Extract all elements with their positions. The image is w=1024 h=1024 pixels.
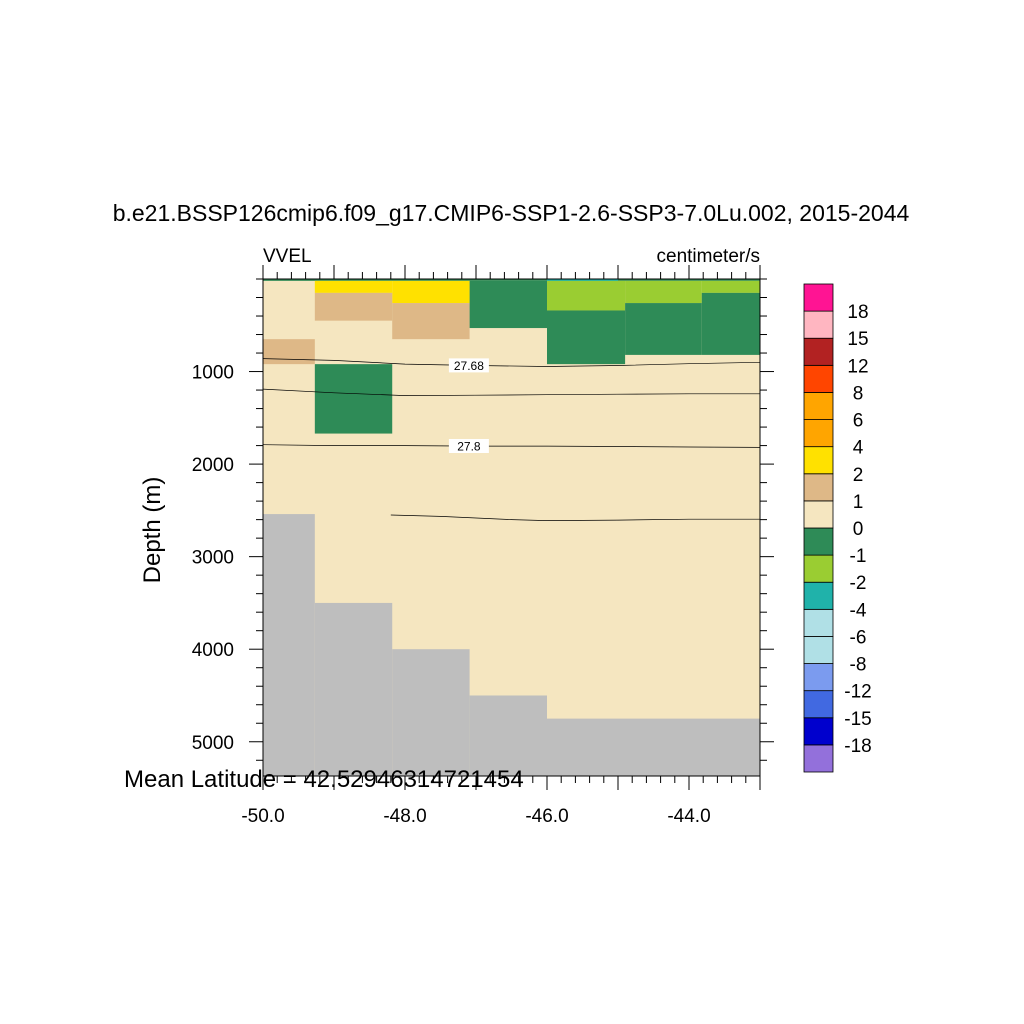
y-tick-label: 2000 [192, 455, 234, 476]
contour-line [390, 514, 760, 521]
contour-label-box [448, 358, 489, 373]
chart-title: b.e21.BSSP126cmip6.f09_g17.CMIP6-SSP1-2.… [113, 200, 910, 226]
land-mask-cell [263, 514, 315, 776]
colorbar-label: -8 [850, 655, 867, 676]
velocity-cell [547, 280, 626, 311]
mean-latitude-annotation: Mean Latitude = 42.52946314721454 [124, 766, 524, 793]
y-tick-label: 3000 [192, 548, 234, 569]
colorbar-label: 8 [853, 383, 864, 404]
colorbar-swatch [803, 500, 834, 529]
plot-frame [262, 278, 761, 777]
land-mask-cell [469, 695, 547, 776]
contour-line [262, 388, 760, 396]
colorbar-swatch [803, 527, 834, 556]
colorbar-swatch [803, 636, 834, 664]
colorbar-swatch [803, 446, 834, 475]
velocity-cell [392, 303, 470, 340]
colorbar-label: -15 [844, 709, 871, 730]
x-tick-labels: -50.0 -48.0 -46.0 -44.0 [241, 806, 710, 827]
colorbar-swatch [803, 337, 834, 366]
variable-label: VVEL [263, 246, 312, 267]
velocity-cell [701, 280, 760, 293]
y-tick-label: 1000 [192, 363, 234, 384]
contour-label: 27.68 [454, 359, 484, 373]
contour-label: 27.8 [457, 440, 481, 454]
velocity-cell [547, 279, 618, 282]
colorbar-label: -6 [850, 627, 867, 648]
colorbar-label: -1 [850, 546, 867, 567]
velocity-cell [625, 303, 702, 355]
contour-label-box [448, 439, 489, 454]
colorbar-swatch [803, 663, 834, 692]
colorbar-swatch [803, 473, 834, 502]
contour-line [262, 358, 761, 367]
colorbar-swatch [803, 690, 834, 719]
x-tick-label: -46.0 [525, 806, 568, 827]
colorbar-swatch [803, 364, 834, 393]
colorbar-swatch [803, 554, 834, 583]
units-label: centimeter/s [657, 246, 760, 267]
colorbar-label: -12 [844, 682, 871, 703]
contour-line [262, 444, 761, 448]
velocity-cell [314, 364, 393, 434]
colorbar-label: 4 [853, 438, 864, 459]
colorbar-label: 15 [847, 329, 868, 350]
velocity-cell [701, 292, 760, 355]
colorbar-label: 2 [853, 465, 864, 486]
colorbar-swatch [803, 744, 834, 773]
velocity-cell [625, 280, 702, 304]
colorbar-label: 6 [853, 411, 864, 432]
land-mask-cell [314, 602, 393, 776]
colorbar-swatch [803, 310, 834, 339]
plot-cells [263, 279, 760, 776]
x-tick-label: -48.0 [383, 806, 426, 827]
colorbar-swatch [803, 717, 834, 746]
axis-ticks [249, 265, 774, 790]
x-tick-label: -50.0 [241, 806, 284, 827]
y-tick-label: 5000 [192, 733, 234, 754]
colorbar [803, 283, 834, 773]
velocity-cell [263, 339, 315, 365]
colorbar-label: 0 [853, 519, 864, 540]
velocity-cell [469, 280, 547, 329]
colorbar-label: -2 [850, 573, 867, 594]
density-contours: 27.68 27.8 [262, 358, 761, 521]
colorbar-swatch [803, 283, 834, 312]
y-axis-label: Depth (m) [139, 477, 166, 584]
colorbar-label: -4 [850, 600, 867, 621]
colorbar-swatch [803, 392, 834, 420]
velocity-cell [314, 292, 393, 321]
colorbar-label: -18 [844, 736, 871, 757]
colorbar-swatch [803, 419, 834, 448]
colorbar-label: 12 [847, 356, 868, 377]
colorbar-label: 18 [847, 302, 868, 323]
velocity-cell [547, 310, 626, 365]
land-mask-cell [392, 649, 470, 776]
colorbar-swatch [803, 608, 834, 637]
x-tick-label: -44.0 [667, 806, 710, 827]
y-tick-label: 4000 [192, 640, 234, 661]
y-tick-labels: 1000 2000 3000 4000 5000 [192, 363, 234, 754]
velocity-cell [263, 279, 760, 281]
colorbar-swatch [803, 581, 834, 610]
land-mask-cell [547, 718, 760, 776]
velocity-cell [314, 280, 393, 293]
colorbar-label: 1 [853, 492, 864, 513]
velocity-cell [392, 280, 470, 304]
